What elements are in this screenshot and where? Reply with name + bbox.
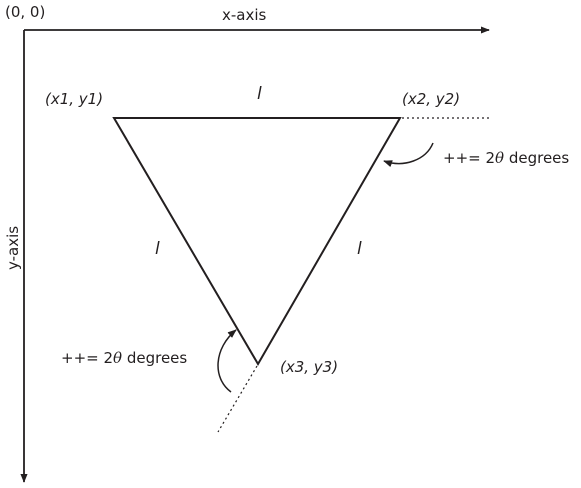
triangle [112,117,402,366]
vertex1-label: (x1, y1) [45,90,103,108]
angle-label-top: ++= 2θ degrees [443,149,569,167]
origin-label: (0, 0) [5,3,45,21]
vertex2-label: (x2, y2) [402,90,460,108]
extension-line-bottom [217,365,258,433]
x-axis-label: x-axis [222,6,267,24]
angle-label-bottom: ++= 2θ degrees [61,349,187,367]
side-label-left: l [155,239,160,259]
vertex3-label: (x3, y3) [280,358,338,376]
side-label-right: l [357,239,362,259]
rotation-arrow-bottom [217,329,237,393]
y-axis-label: y-axis [4,226,22,270]
rotation-arrow-top [383,142,434,168]
side-label-top: l [257,84,262,104]
